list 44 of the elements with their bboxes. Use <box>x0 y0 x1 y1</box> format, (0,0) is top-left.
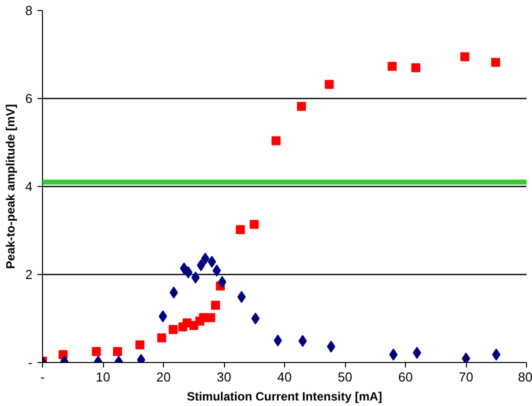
point <box>208 256 216 268</box>
x-axis-title: Stimulation Current Intensity [mA] <box>186 390 382 404</box>
point <box>158 310 168 322</box>
y-tick-label: 8 <box>25 3 33 18</box>
point <box>460 52 470 62</box>
y-axis-title: Peak-to-peak amplitude [mV] <box>3 104 18 269</box>
point <box>251 312 260 324</box>
point <box>388 62 397 71</box>
point <box>237 290 246 303</box>
point <box>412 346 422 359</box>
point <box>196 259 206 272</box>
x-tick-label: - <box>40 370 45 384</box>
y-tick-label: - <box>28 355 33 370</box>
point <box>298 334 307 347</box>
point <box>236 225 245 234</box>
point <box>92 347 101 356</box>
y-tick-label: 6 <box>25 91 33 106</box>
x-tick-label: 40 <box>277 370 292 384</box>
point <box>274 334 282 346</box>
point <box>211 300 220 310</box>
point <box>113 347 122 356</box>
point <box>168 325 178 334</box>
point <box>491 58 500 67</box>
point <box>324 80 334 89</box>
point <box>157 333 166 342</box>
x-tick-label: 10 <box>96 370 110 384</box>
y-tick-label: 4 <box>25 179 33 194</box>
x-tick-label: 60 <box>398 370 413 384</box>
point <box>326 340 336 353</box>
point <box>272 136 281 146</box>
x-tick-label: 70 <box>458 370 474 384</box>
point <box>135 340 144 350</box>
x-tick-label: 50 <box>338 370 352 384</box>
point <box>411 63 420 72</box>
point <box>250 220 259 229</box>
point <box>191 272 200 284</box>
point <box>389 348 398 361</box>
point <box>296 102 306 111</box>
x-tick-label: 80 <box>518 370 532 384</box>
point <box>462 352 470 362</box>
point <box>206 313 216 322</box>
y-tick-label: 2 <box>25 267 33 282</box>
x-tick-label: 30 <box>216 370 232 384</box>
x-tick-label: 20 <box>156 370 171 384</box>
